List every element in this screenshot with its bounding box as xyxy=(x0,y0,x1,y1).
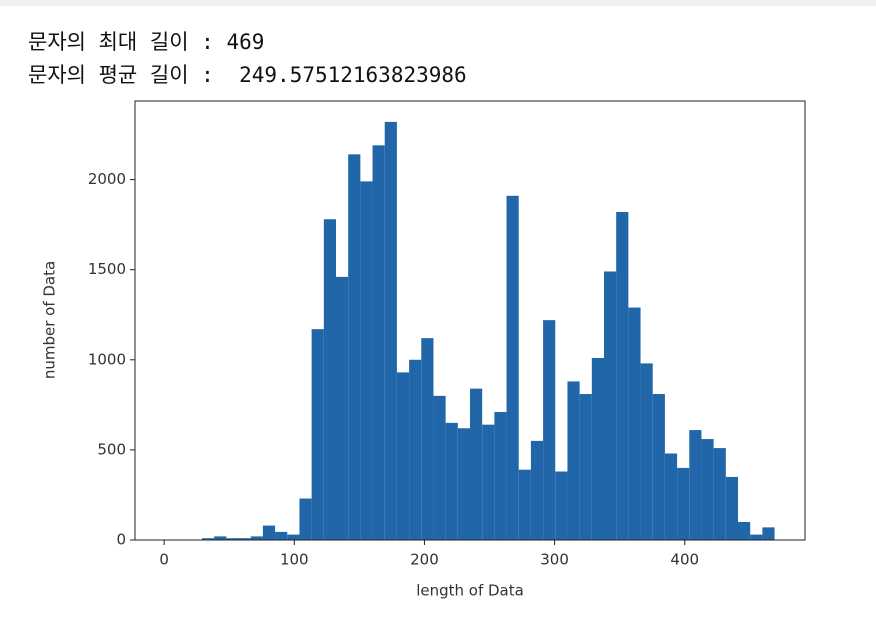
bar xyxy=(384,121,397,541)
y-axis-label: number of Data xyxy=(41,261,59,379)
bar xyxy=(214,536,227,540)
bar xyxy=(713,448,726,540)
bar xyxy=(762,527,775,540)
plot-frame xyxy=(134,100,806,541)
bar xyxy=(287,534,300,540)
y-tick-label: 1000 xyxy=(88,350,126,368)
bar xyxy=(506,195,519,540)
bar xyxy=(689,430,702,540)
x-axis-label: length of Data xyxy=(416,582,524,600)
bar xyxy=(275,531,288,540)
top-strip xyxy=(0,0,876,6)
y-tick-label: 1500 xyxy=(88,260,126,278)
x-tick-label: 0 xyxy=(159,551,169,569)
bar xyxy=(494,412,507,540)
bar xyxy=(336,276,349,540)
bar xyxy=(543,320,556,540)
bar xyxy=(360,181,373,541)
bar xyxy=(725,476,738,540)
x-tick-label: 300 xyxy=(540,551,569,569)
bar xyxy=(262,525,276,540)
bar xyxy=(202,538,215,540)
bar xyxy=(311,329,324,540)
bar xyxy=(677,467,690,540)
bar xyxy=(396,372,410,540)
x-tick-label: 400 xyxy=(670,551,699,569)
bar xyxy=(652,394,665,540)
x-tick-label: 100 xyxy=(280,551,309,569)
bar xyxy=(409,359,422,540)
bar xyxy=(567,381,580,540)
bar xyxy=(518,469,531,540)
output-line: 문자의 평균 길이 : 249.57512163823986 xyxy=(28,63,467,87)
bar xyxy=(616,212,629,541)
bar xyxy=(530,440,544,540)
bar xyxy=(433,395,446,540)
bar xyxy=(299,498,312,540)
bar xyxy=(604,271,617,540)
bar xyxy=(750,534,763,540)
y-tick-label: 500 xyxy=(97,440,126,458)
y-tick-label: 2000 xyxy=(88,170,126,188)
bar xyxy=(579,394,592,540)
bar xyxy=(348,154,361,540)
bar xyxy=(482,424,495,540)
bar xyxy=(457,428,470,540)
bar xyxy=(664,453,678,540)
bar xyxy=(226,538,239,540)
output-line: 문자의 최대 길이 : 469 xyxy=(28,30,265,54)
bar xyxy=(591,357,604,540)
bar xyxy=(640,363,653,540)
x-tick-label: 200 xyxy=(410,551,439,569)
bar xyxy=(421,338,434,540)
y-tick-label: 0 xyxy=(116,531,126,549)
bar xyxy=(555,471,568,540)
bar xyxy=(250,536,263,540)
bar xyxy=(738,521,751,540)
bar xyxy=(372,145,385,540)
bar xyxy=(470,388,483,540)
bar xyxy=(445,422,458,540)
bar xyxy=(238,538,251,540)
bar xyxy=(323,219,336,540)
bar xyxy=(701,439,714,540)
bar xyxy=(628,307,641,540)
